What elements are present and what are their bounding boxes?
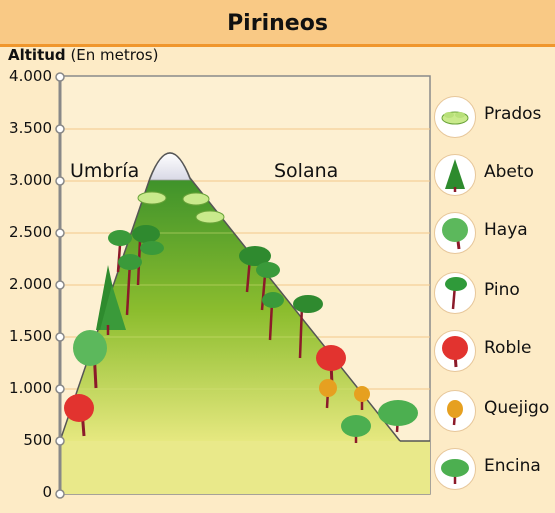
y-tick-3000: 3.000 [9,171,52,189]
fir-icon [434,154,476,196]
legend-label-abeto: Abeto [484,162,534,182]
legend-label-encina: Encina [484,456,541,476]
y-tick-4000: 4.000 [9,67,52,85]
legend-label-haya: Haya [484,220,528,240]
right-holm-oaks [341,400,418,443]
oak-icon [434,330,476,372]
y-tick-0: 0 [42,483,52,501]
y-axis-label-bold: Altitud [8,46,66,64]
region-label-solana: Solana [274,160,339,182]
left-firs [96,265,126,335]
gall-oak-icon [434,390,476,432]
legend-item-prados: Prados [434,92,554,148]
legend-label-roble: Roble [484,338,532,358]
meadow-icon [434,96,476,138]
legend-item-haya: Haya [434,208,554,264]
beech-icon [434,212,476,254]
mountain-body [60,153,400,441]
y-tick-2000: 2.000 [9,275,52,293]
diagram-title: Pirineos [227,11,328,36]
axis-knobs [55,72,65,499]
y-tick-1500: 1.500 [9,327,52,345]
y-tick-1000: 1.000 [9,379,52,397]
y-axis-label-unit: (En metros) [70,46,159,64]
ground-base [60,441,430,494]
right-gall-oaks [319,379,370,410]
y-tick-3500: 3.500 [9,119,52,137]
legend-label-quejigo: Quejigo [484,398,550,418]
region-label-umbria: Umbría [70,160,140,182]
left-oak [64,394,94,437]
legend-item-roble: Roble [434,326,554,382]
title-bar [0,0,555,47]
holm-oak-icon [434,448,476,490]
y-axis-label: Altitud (En metros) [8,46,158,64]
left-pines [108,225,164,316]
y-tick-2500: 2.500 [9,223,52,241]
legend-item-abeto: Abeto [434,150,554,206]
legend-item-quejigo: Quejigo [434,386,554,442]
meadow-patches [137,191,225,224]
y-tick-500: 500 [23,431,52,449]
legend-item-encina: Encina [434,444,554,500]
left-beech [73,330,107,389]
legend-item-pino: Pino [434,268,554,324]
legend-label-pino: Pino [484,280,520,300]
pine-icon [434,272,476,314]
right-pines [239,246,323,359]
legend-label-prados: Prados [484,104,542,124]
